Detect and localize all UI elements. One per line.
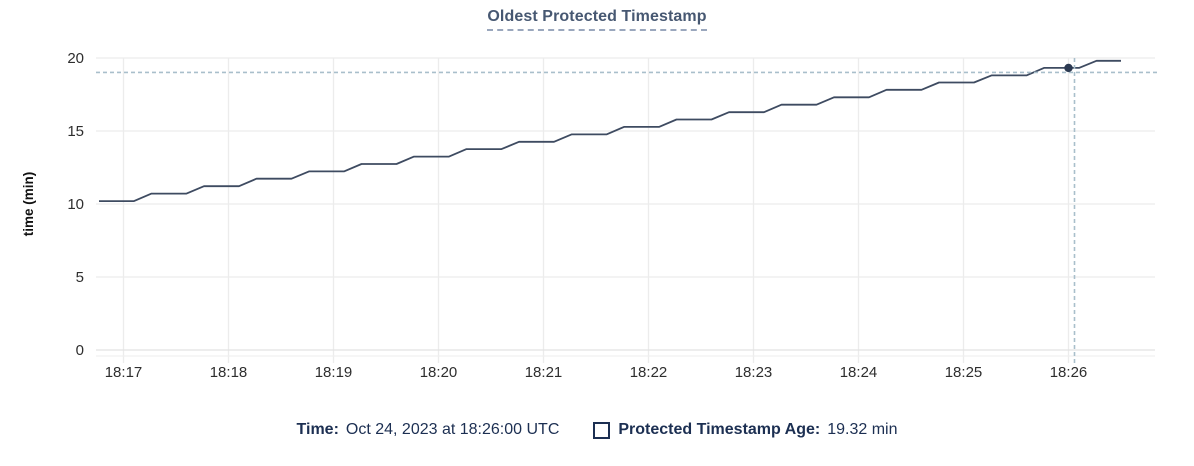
chart-title[interactable]: Oldest Protected Timestamp <box>487 8 707 31</box>
series-checkbox-icon[interactable] <box>593 421 611 439</box>
series-label: Protected Timestamp Age: <box>618 421 821 438</box>
hover-point-dot <box>1064 63 1073 73</box>
y-tick-label: 20 <box>67 50 84 67</box>
x-tick-label: 18:25 <box>945 364 983 381</box>
chart-header: Oldest Protected Timestamp <box>0 8 1194 31</box>
hover-time-group: Time: Oct 24, 2023 at 18:26:00 UTC <box>297 421 560 439</box>
x-tick-label: 18:19 <box>315 364 353 381</box>
x-tick-label: 18:26 <box>1050 364 1088 381</box>
x-tick-label: 18:18 <box>210 364 248 381</box>
x-tick-label: 18:20 <box>420 364 458 381</box>
x-tick-label: 18:21 <box>525 364 563 381</box>
x-tick-label: 18:22 <box>630 364 668 381</box>
x-tick-label: 18:23 <box>735 364 773 381</box>
axis-labels-group: 18:17 18:18 18:19 18:20 18:21 18:22 18:23 18:24… <box>67 50 1087 381</box>
y-axis-title: time (min) <box>21 172 36 237</box>
chart-plot-area[interactable]: 18:17 18:18 18:19 18:20 18:21 18:22 18:23 18:24… <box>0 0 1194 400</box>
series-legend-group: Protected Timestamp Age: 19.32 min <box>593 421 897 439</box>
x-tick-label: 18:24 <box>840 364 878 381</box>
time-value: Oct 24, 2023 at 18:26:00 UTC <box>345 421 560 438</box>
hover-legend: Time: Oct 24, 2023 at 18:26:00 UTC Prote… <box>0 421 1194 439</box>
series-group <box>99 59 1121 203</box>
x-tick-label: 18:17 <box>105 364 143 381</box>
y-tick-label: 5 <box>76 269 84 286</box>
series-value: 19.32 min <box>827 421 898 438</box>
y-tick-label: 10 <box>67 196 84 213</box>
y-tick-label: 15 <box>67 123 84 140</box>
time-label: Time: <box>296 421 339 438</box>
gridlines-group <box>96 57 1155 363</box>
series-line <box>99 59 1121 203</box>
crosshair-group <box>96 58 1157 364</box>
y-tick-label: 0 <box>76 342 84 359</box>
